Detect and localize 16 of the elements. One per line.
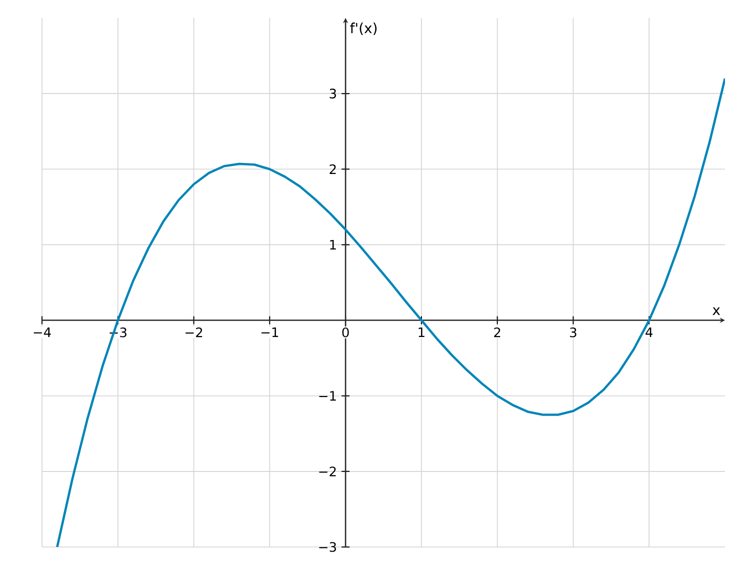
y-tick-label: 3: [330, 88, 336, 98]
y-tick-label: −2: [319, 466, 336, 476]
x-tick-label: −4: [34, 327, 51, 337]
y-tick-label: 2: [330, 164, 336, 174]
x-tick-label: 2: [494, 327, 500, 338]
x-tick-label: −1: [261, 327, 278, 337]
x-tick-label: −2: [186, 327, 202, 338]
x-tick-label: 1: [418, 327, 424, 337]
y-tick-label: −1: [319, 391, 336, 401]
y-axis-title: f'(x): [350, 22, 377, 36]
y-tick-label: 1: [330, 240, 336, 250]
y-tick-label: −3: [319, 542, 336, 552]
x-axis-title: x: [712, 307, 720, 315]
x-tick-label: 0: [342, 327, 349, 338]
x-tick-label: 3: [570, 327, 576, 338]
x-tick-label: 4: [646, 327, 653, 337]
